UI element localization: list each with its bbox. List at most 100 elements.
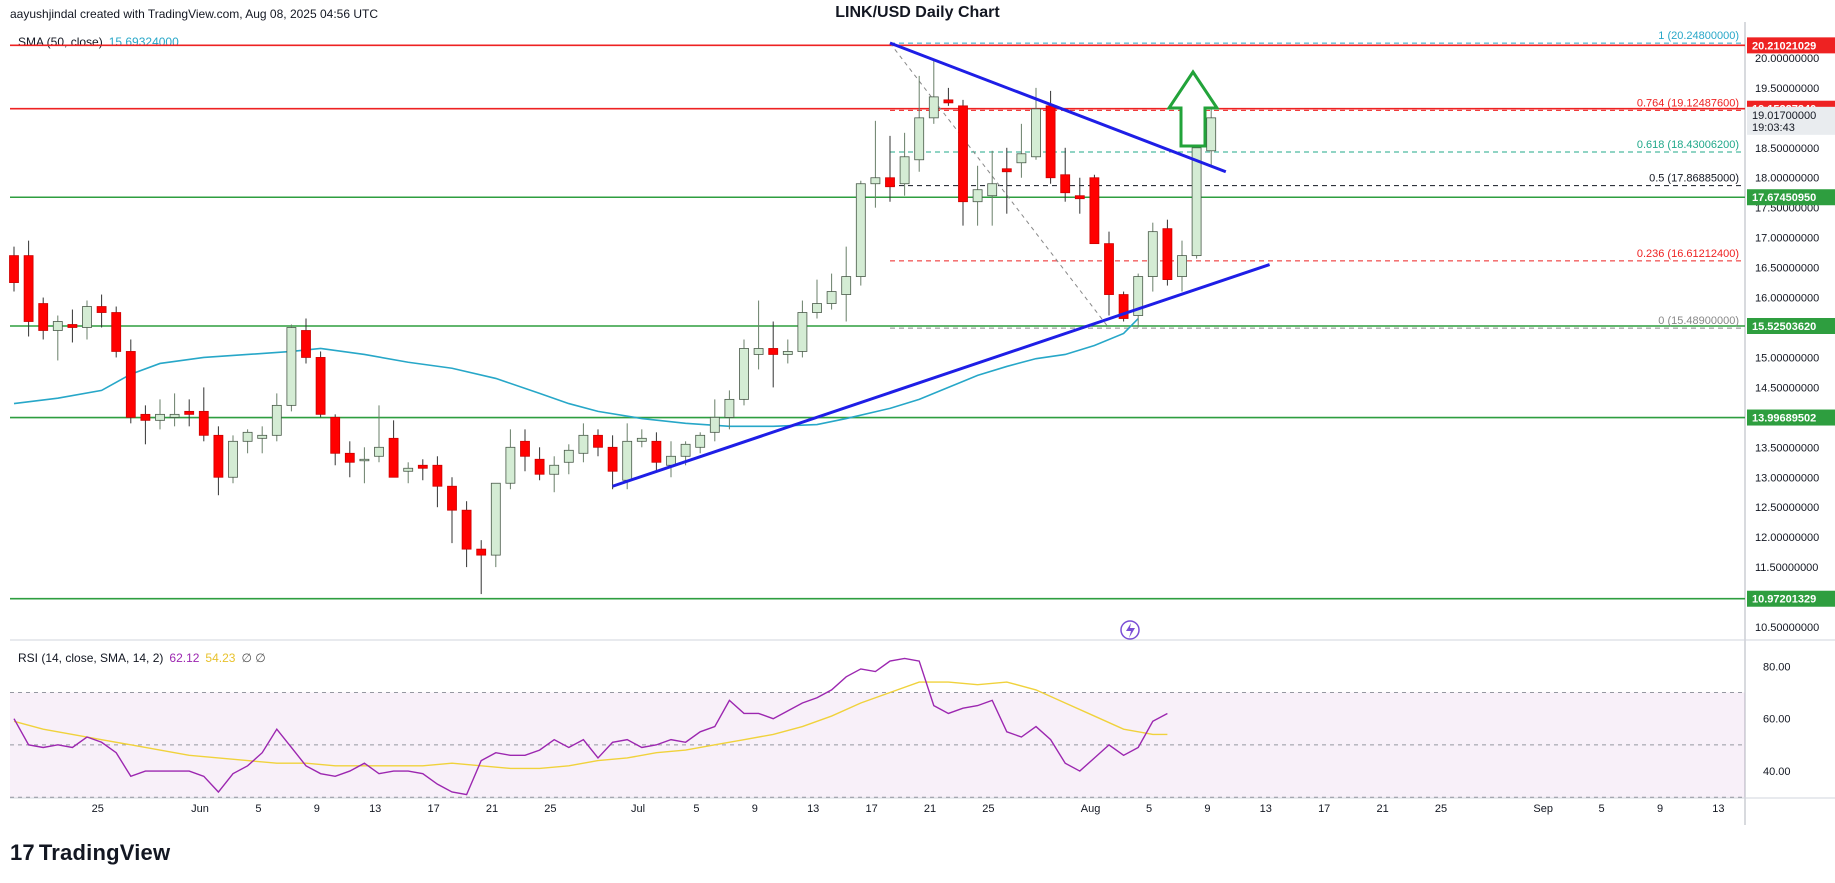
candle-up — [870, 177, 881, 185]
candle-up — [1147, 231, 1158, 277]
candle-down — [534, 458, 545, 475]
candle-up — [928, 96, 939, 119]
candle-down — [344, 452, 355, 463]
fib-level-label: 0.618 (18.43006200) — [1637, 139, 1739, 151]
price-axis-tick: 12.00000000 — [1755, 532, 1819, 544]
replay-spark-bolt — [1126, 623, 1135, 638]
candle-up — [228, 440, 238, 478]
candle-down — [1118, 294, 1129, 319]
candle-up — [841, 276, 852, 295]
rsi-line — [13, 657, 1168, 796]
time-axis-tick: 9 — [752, 803, 758, 815]
candle-down — [1045, 105, 1056, 179]
price-axis-tick: 15.00000000 — [1755, 352, 1819, 364]
candle-down — [67, 324, 78, 328]
price-axis-tick: 17.50000000 — [1755, 203, 1819, 215]
time-axis-tick: 25 — [544, 803, 556, 815]
candle-down — [958, 105, 968, 203]
candle-down — [9, 255, 19, 283]
time-axis-tick: Jul — [631, 803, 645, 815]
time-axis-tick: 5 — [255, 803, 261, 815]
support-level-badge — [1747, 189, 1835, 206]
candle-up — [855, 183, 866, 277]
price-axis-tick: 16.00000000 — [1755, 293, 1819, 305]
time-axis-tick: 25 — [1435, 803, 1447, 815]
breakout-arrow-icon — [1166, 69, 1220, 148]
chart-title: LINK/USD Daily Chart — [835, 4, 1000, 21]
candle-down — [330, 416, 341, 454]
candle-down — [38, 303, 49, 331]
time-axis-tick: 17 — [1318, 803, 1330, 815]
support-level-label: 15.52503620 — [1752, 321, 1816, 333]
time-axis-tick: 9 — [1204, 803, 1210, 815]
time-axis-tick: Jun — [191, 803, 209, 815]
time-axis-tick: Aug — [1081, 803, 1101, 815]
candle-down — [476, 548, 487, 556]
candle-down — [1104, 243, 1114, 295]
fib-level-label: 0.5 (17.86885000) — [1649, 173, 1739, 185]
price-axis-tick: 20.00000000 — [1755, 53, 1819, 65]
price-axis-tick: 13.50000000 — [1755, 442, 1819, 454]
candle-down — [943, 99, 954, 104]
candle-up — [286, 327, 297, 406]
time-axis-tick: 13 — [1260, 803, 1272, 815]
candle-up — [709, 416, 720, 433]
rsi-legend-value: 62.12 — [169, 651, 200, 665]
candle-down — [417, 464, 428, 469]
candle-down — [213, 434, 224, 478]
time-axis-tick: 5 — [1146, 803, 1152, 815]
candle-down — [388, 437, 399, 478]
fib-diagonal — [889, 42, 1110, 329]
price-axis-tick: 11.50000000 — [1755, 562, 1818, 574]
rsi-legend[interactable]: RSI (14, close, SMA, 14, 2) 62.12 54.23 ∅ ∅ — [18, 651, 266, 665]
time-axis-tick: 21 — [1376, 803, 1388, 815]
price-axis-tick: 18.50000000 — [1755, 143, 1819, 155]
candle-up — [1206, 117, 1217, 152]
candle-up — [724, 398, 735, 418]
candle-up — [155, 413, 165, 421]
current-price-label: 19.01700000 — [1752, 110, 1816, 122]
candle-up — [505, 446, 516, 484]
candle-up — [826, 291, 837, 304]
support-level-badge — [1747, 590, 1835, 607]
price-axis-tick: 18.00000000 — [1755, 173, 1819, 185]
time-axis-tick: 9 — [1657, 803, 1663, 815]
time-axis-tick: 25 — [92, 803, 104, 815]
candle-up — [1016, 153, 1027, 164]
support-level-badge — [1747, 317, 1835, 334]
candle-up — [797, 312, 808, 352]
candle-up — [374, 446, 384, 457]
candle-down — [885, 177, 895, 188]
candle-down — [184, 410, 195, 415]
candle-up — [1031, 108, 1041, 158]
rsi-ma-line — [13, 681, 1168, 770]
candle-up — [1133, 276, 1144, 316]
candle-up — [739, 348, 749, 400]
candle-down — [125, 351, 136, 418]
candle-down — [1162, 228, 1173, 280]
candle-down — [1001, 168, 1012, 173]
price-axis-tick: 17.00000000 — [1755, 233, 1819, 245]
time-axis-tick: 13 — [369, 803, 381, 815]
fib-level-label: 0.764 (19.12487600) — [1637, 97, 1739, 109]
time-axis-tick: 21 — [486, 803, 498, 815]
candle-up — [914, 117, 925, 161]
candle-up — [271, 404, 282, 436]
candle-down — [432, 464, 443, 487]
candle-down — [768, 348, 779, 355]
price-axis-tick: 14.50000000 — [1755, 382, 1819, 394]
candle-down — [140, 413, 151, 421]
candle-up — [812, 303, 822, 313]
fib-level-label: 0 (15.48900000) — [1658, 315, 1739, 327]
candle-down — [593, 434, 603, 448]
tradingview-logo[interactable]: 17 TradingView — [10, 840, 170, 866]
time-axis-tick: 25 — [982, 803, 994, 815]
candle-up — [899, 156, 910, 185]
ascending-trendline — [612, 263, 1271, 488]
price-axis-tick: 12.50000000 — [1755, 502, 1819, 514]
candle-up — [695, 434, 706, 448]
candle-up — [1177, 255, 1187, 277]
candle-up — [578, 434, 589, 454]
candle-up — [82, 306, 92, 328]
